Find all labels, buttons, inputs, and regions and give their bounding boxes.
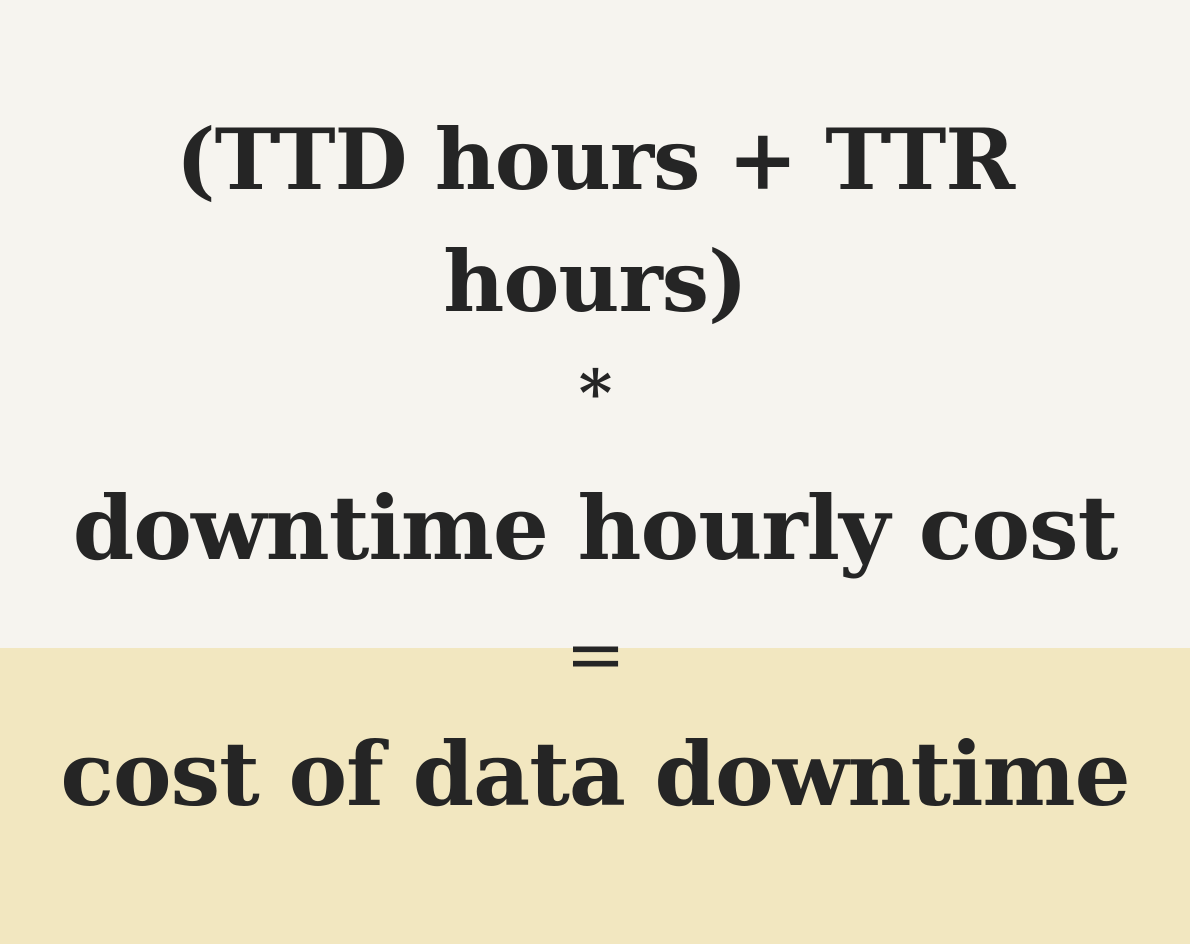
result-highlight-background [0,648,1190,944]
formula-result: cost of data downtime [60,722,1130,826]
formula-line-1: (TTD hours + TTR [175,110,1015,209]
formula-line-2: hours) [443,232,747,331]
multiply-operator: * [578,356,612,431]
equals-operator: = [565,612,625,696]
formula-line-3: downtime hourly cost [72,476,1118,580]
formula-background [0,0,1190,648]
